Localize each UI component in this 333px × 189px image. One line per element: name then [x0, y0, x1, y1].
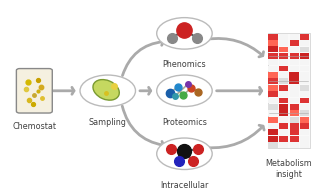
FancyBboxPatch shape [268, 98, 278, 103]
FancyBboxPatch shape [300, 66, 309, 71]
FancyBboxPatch shape [279, 104, 288, 110]
FancyBboxPatch shape [268, 136, 278, 142]
FancyBboxPatch shape [300, 117, 309, 122]
FancyBboxPatch shape [289, 72, 299, 78]
FancyBboxPatch shape [279, 34, 288, 40]
FancyBboxPatch shape [268, 85, 278, 91]
Ellipse shape [93, 80, 119, 100]
FancyBboxPatch shape [289, 34, 299, 40]
FancyBboxPatch shape [300, 104, 309, 110]
FancyBboxPatch shape [279, 78, 288, 84]
FancyBboxPatch shape [268, 66, 278, 71]
FancyBboxPatch shape [300, 72, 309, 78]
FancyBboxPatch shape [268, 142, 278, 148]
FancyBboxPatch shape [289, 72, 299, 78]
FancyBboxPatch shape [279, 46, 288, 52]
FancyBboxPatch shape [279, 98, 288, 103]
FancyBboxPatch shape [279, 91, 288, 97]
FancyBboxPatch shape [289, 59, 299, 65]
FancyBboxPatch shape [289, 46, 299, 52]
FancyBboxPatch shape [268, 123, 278, 129]
FancyBboxPatch shape [279, 53, 288, 59]
FancyBboxPatch shape [279, 136, 288, 142]
FancyBboxPatch shape [279, 104, 288, 110]
FancyBboxPatch shape [289, 110, 299, 116]
FancyBboxPatch shape [300, 129, 309, 135]
FancyBboxPatch shape [300, 46, 309, 52]
FancyBboxPatch shape [300, 98, 309, 103]
Circle shape [157, 75, 212, 107]
FancyBboxPatch shape [268, 53, 278, 59]
Circle shape [157, 138, 212, 170]
FancyBboxPatch shape [279, 117, 288, 122]
FancyBboxPatch shape [289, 66, 299, 71]
FancyBboxPatch shape [289, 40, 299, 46]
FancyBboxPatch shape [279, 110, 288, 116]
Text: Phenomics: Phenomics [163, 60, 206, 69]
FancyBboxPatch shape [279, 72, 288, 78]
FancyBboxPatch shape [300, 53, 309, 59]
FancyBboxPatch shape [268, 59, 278, 65]
FancyBboxPatch shape [289, 91, 299, 97]
Text: Proteomics: Proteomics [162, 118, 207, 127]
Text: Metabolism
insight: Metabolism insight [265, 159, 312, 179]
FancyBboxPatch shape [268, 46, 278, 52]
Text: Chemostat: Chemostat [12, 122, 56, 131]
FancyBboxPatch shape [300, 40, 309, 46]
FancyBboxPatch shape [268, 129, 278, 135]
FancyBboxPatch shape [268, 34, 278, 40]
FancyBboxPatch shape [300, 91, 309, 97]
FancyBboxPatch shape [300, 53, 309, 59]
FancyBboxPatch shape [268, 129, 278, 135]
FancyBboxPatch shape [289, 104, 299, 110]
FancyBboxPatch shape [268, 110, 278, 116]
FancyBboxPatch shape [289, 129, 299, 135]
FancyBboxPatch shape [268, 91, 278, 97]
FancyBboxPatch shape [300, 110, 309, 116]
FancyBboxPatch shape [289, 123, 299, 129]
FancyBboxPatch shape [300, 85, 309, 91]
Text: Intracellular
Metabolomics: Intracellular Metabolomics [156, 181, 212, 189]
FancyBboxPatch shape [279, 110, 288, 116]
FancyBboxPatch shape [279, 129, 288, 135]
FancyBboxPatch shape [289, 142, 299, 148]
FancyBboxPatch shape [289, 85, 299, 91]
FancyBboxPatch shape [300, 136, 309, 142]
FancyBboxPatch shape [279, 142, 288, 148]
FancyBboxPatch shape [268, 104, 278, 110]
FancyBboxPatch shape [289, 78, 299, 84]
FancyBboxPatch shape [279, 85, 288, 91]
FancyBboxPatch shape [268, 46, 278, 52]
FancyBboxPatch shape [289, 136, 299, 142]
FancyBboxPatch shape [289, 117, 299, 122]
FancyBboxPatch shape [268, 72, 278, 78]
Circle shape [80, 75, 136, 107]
FancyBboxPatch shape [279, 59, 288, 65]
FancyBboxPatch shape [300, 142, 309, 148]
FancyBboxPatch shape [289, 53, 299, 59]
FancyBboxPatch shape [289, 78, 299, 84]
FancyBboxPatch shape [300, 34, 309, 40]
Text: Sampling: Sampling [89, 118, 127, 127]
FancyBboxPatch shape [16, 69, 52, 113]
FancyBboxPatch shape [300, 78, 309, 84]
FancyBboxPatch shape [268, 117, 278, 122]
FancyBboxPatch shape [279, 123, 288, 129]
FancyBboxPatch shape [268, 78, 278, 84]
FancyBboxPatch shape [268, 136, 278, 142]
Circle shape [157, 18, 212, 49]
FancyBboxPatch shape [268, 40, 278, 46]
FancyBboxPatch shape [289, 98, 299, 103]
FancyBboxPatch shape [300, 59, 309, 65]
FancyBboxPatch shape [300, 123, 309, 129]
FancyBboxPatch shape [279, 40, 288, 46]
FancyBboxPatch shape [279, 66, 288, 71]
FancyBboxPatch shape [268, 33, 310, 148]
